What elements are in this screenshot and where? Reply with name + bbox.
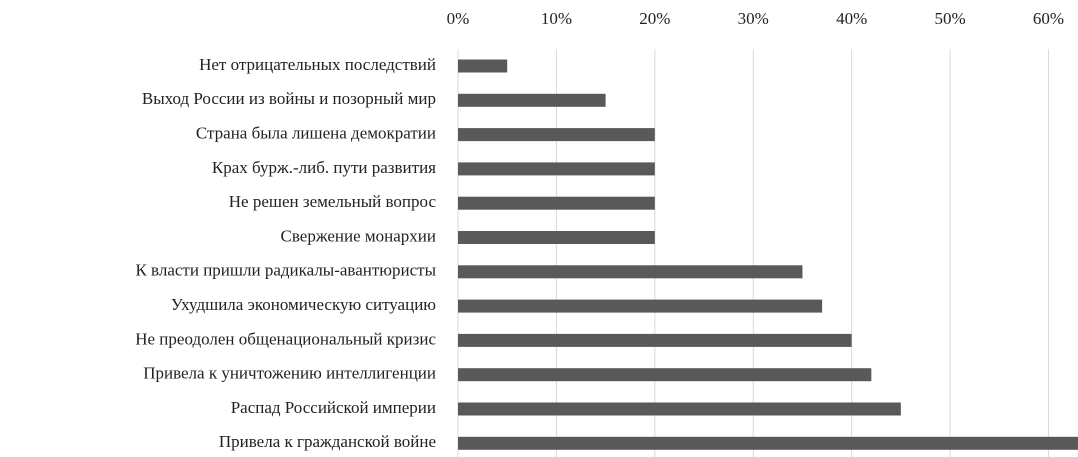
bar bbox=[458, 128, 655, 142]
y-tick-label: Не преодолен общенациональный кризис bbox=[135, 329, 436, 348]
bar bbox=[458, 196, 655, 210]
bar bbox=[458, 368, 872, 382]
y-tick-label: Нет отрицательных последствий bbox=[199, 55, 436, 74]
bar bbox=[458, 162, 655, 176]
y-tick-label: Ухудшила экономическую ситуацию bbox=[171, 295, 436, 314]
y-tick-label: К власти пришли радикалы-авантюристы bbox=[135, 261, 436, 280]
y-tick-label: Страна была лишена демократии bbox=[196, 124, 436, 143]
x-tick-label: 30% bbox=[738, 9, 769, 28]
y-tick-label: Свержение монархии bbox=[281, 226, 436, 245]
bar bbox=[458, 402, 901, 416]
x-tick-label: 0% bbox=[447, 9, 470, 28]
y-tick-label: Выход России из войны и позорный мир bbox=[142, 89, 436, 108]
bar bbox=[458, 93, 606, 107]
x-tick-label: 60% bbox=[1033, 9, 1064, 28]
bar bbox=[458, 299, 823, 313]
x-tick-label: 20% bbox=[639, 9, 670, 28]
x-tick-label: 10% bbox=[541, 9, 572, 28]
y-tick-label: Не решен земельный вопрос bbox=[229, 192, 437, 211]
y-tick-label: Привела к гражданской войне bbox=[219, 432, 436, 451]
x-tick-label: 50% bbox=[934, 9, 965, 28]
y-tick-label: Крах бурж.-либ. пути развития bbox=[212, 158, 436, 177]
bar bbox=[458, 436, 1078, 450]
y-tick-label: Привела к уничтожению интеллигенции bbox=[143, 364, 436, 383]
y-tick-label: Распад Российской империи bbox=[231, 398, 436, 417]
bar bbox=[458, 231, 655, 244]
bar bbox=[458, 59, 508, 73]
bar bbox=[458, 265, 803, 279]
x-tick-label: 40% bbox=[836, 9, 867, 28]
bar bbox=[458, 333, 852, 347]
